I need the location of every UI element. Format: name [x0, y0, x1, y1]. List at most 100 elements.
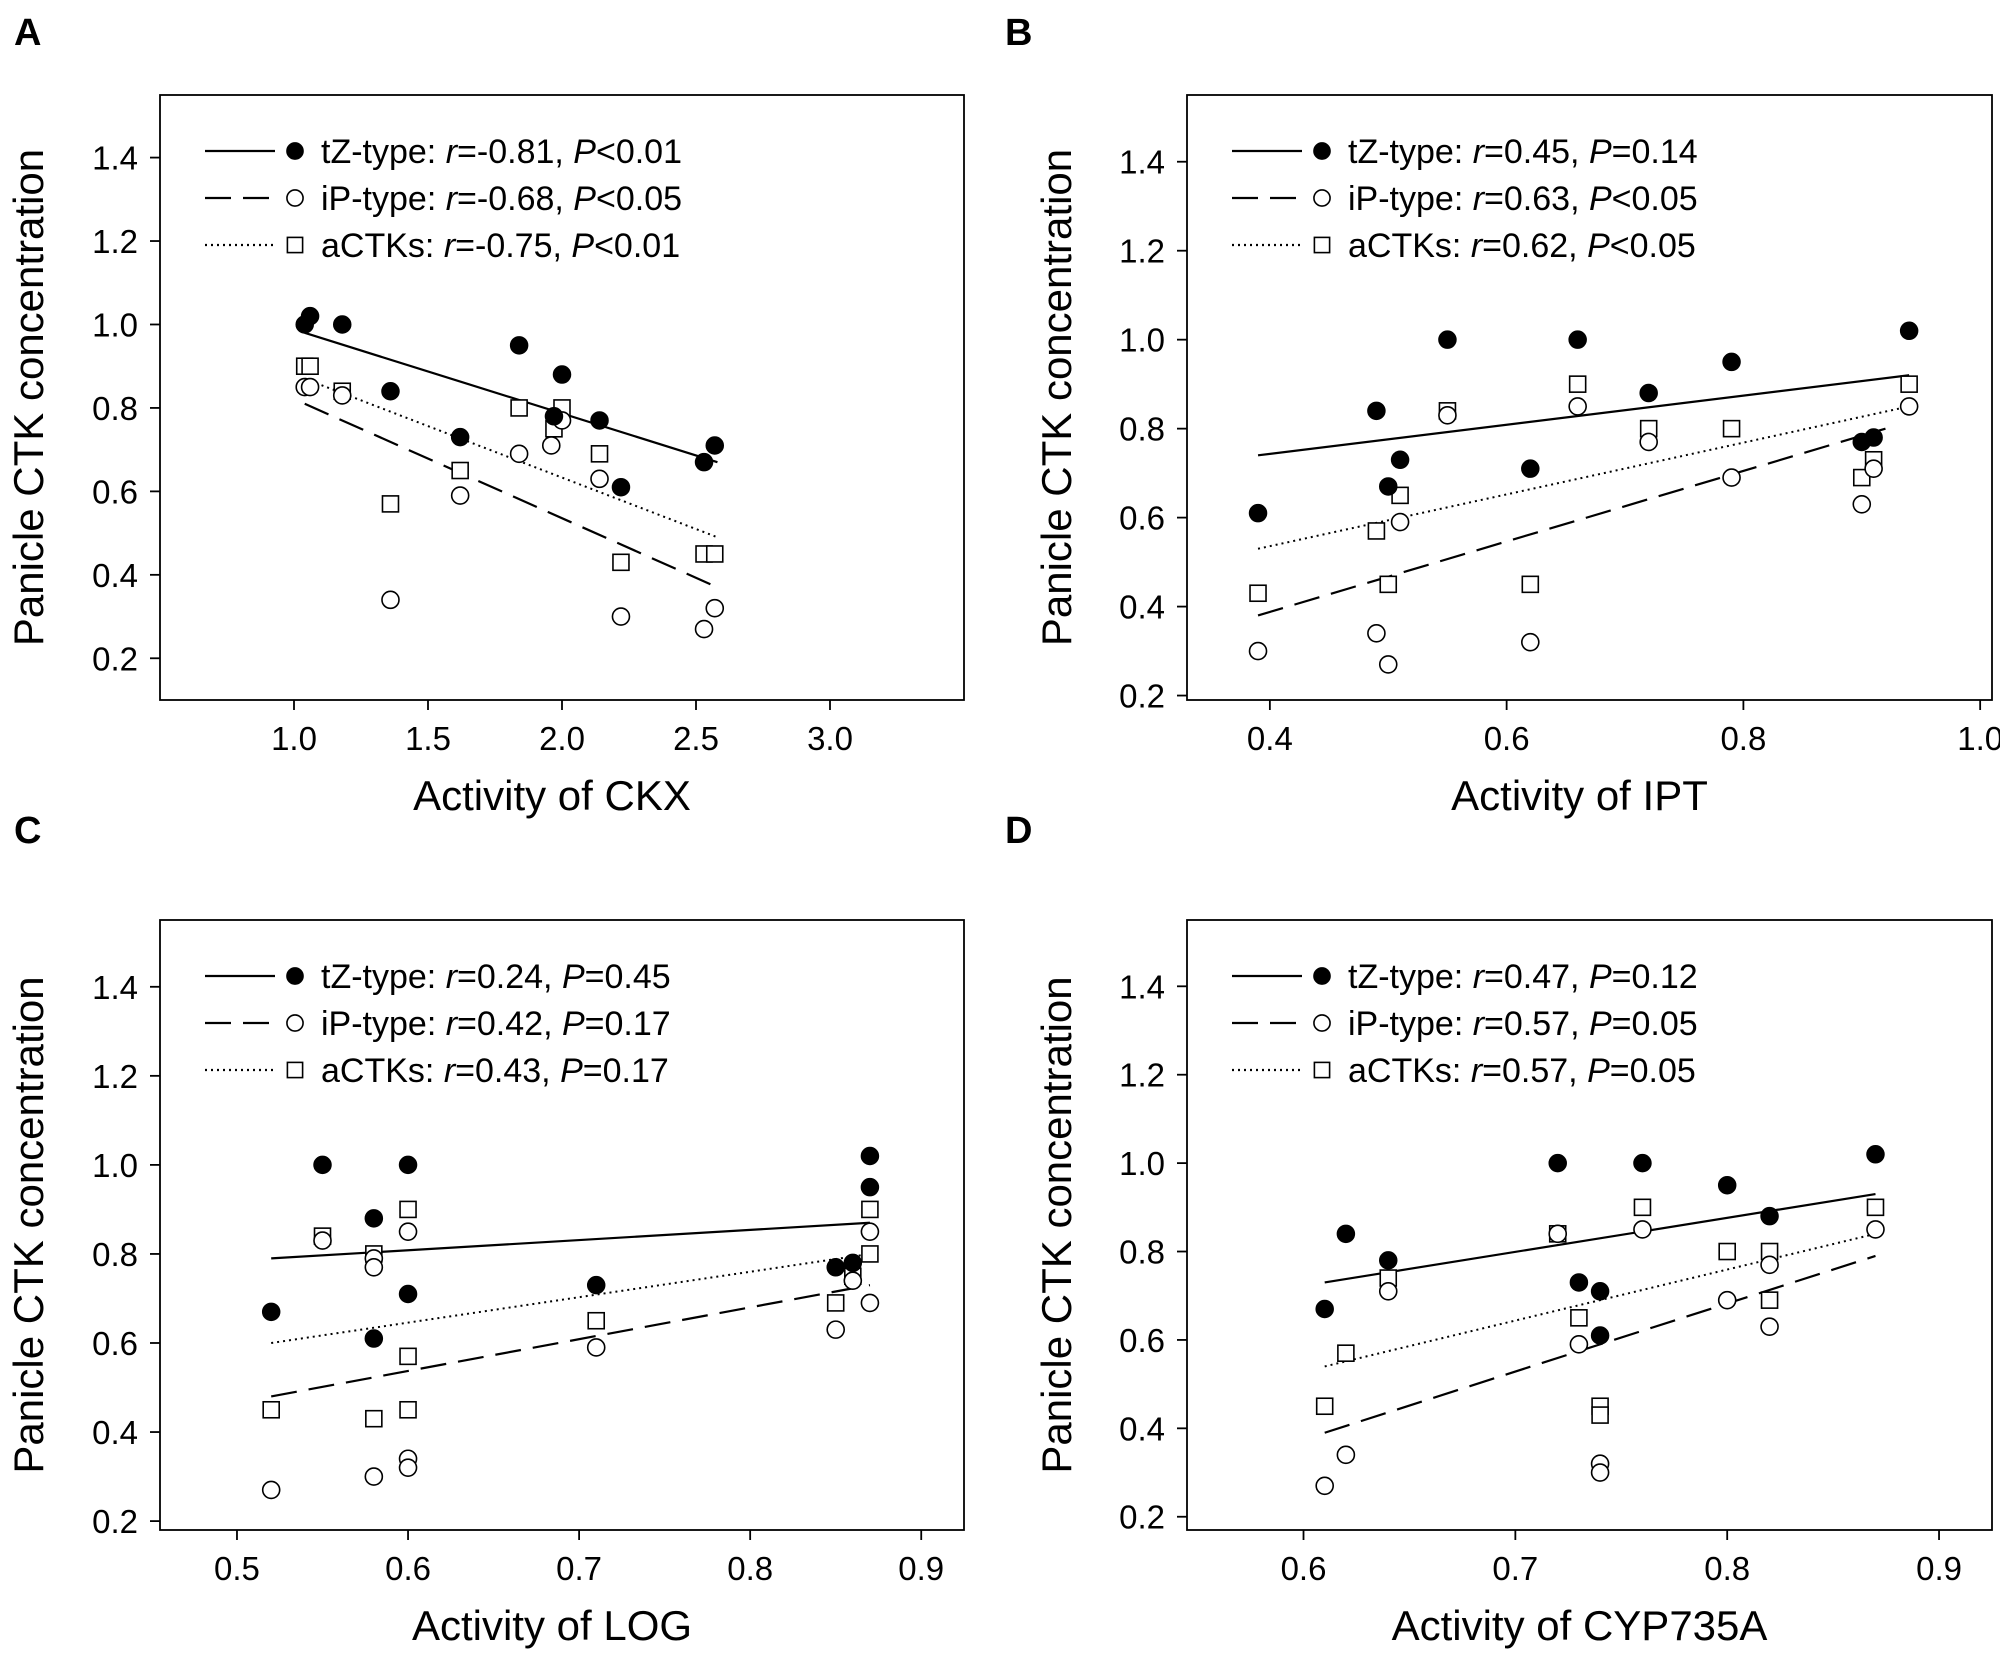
- point-tz-type: [590, 411, 609, 430]
- legend-text-part: =0.05: [1612, 1005, 1698, 1043]
- point-tz-type: [1866, 1145, 1885, 1164]
- point-tz-type: [826, 1258, 845, 1277]
- y-tick-label: 1.0: [1119, 322, 1165, 359]
- legend-marker: [286, 1061, 304, 1079]
- plot-frame: [1186, 919, 1993, 1531]
- point-ip-type: [586, 1338, 606, 1357]
- point-tz-type: [313, 1155, 332, 1175]
- legend-text-part: =-0.81,: [457, 133, 573, 171]
- point-tz-type: [1864, 428, 1883, 447]
- y-tick-label: 0.8: [1119, 411, 1165, 448]
- legend-text-part: =0.14: [1612, 133, 1698, 171]
- point-tz-type: [381, 381, 400, 401]
- legend-entry: aCTKs: r=0.62, P<0.05: [1348, 227, 1696, 265]
- point-tz-type: [1899, 321, 1919, 341]
- point-ip-type: [1717, 1290, 1737, 1310]
- point-actks: [399, 1400, 417, 1419]
- legend-text-part: =0.12: [1612, 958, 1698, 996]
- legend-stat-symbol: r: [446, 958, 459, 996]
- point-actks: [1367, 522, 1386, 540]
- legend-marker: [1313, 189, 1331, 207]
- point-tz-type: [1248, 503, 1268, 523]
- point-actks: [365, 1409, 383, 1428]
- legend-text-part: tZ-type:: [321, 133, 446, 171]
- point-actks: [1718, 1242, 1736, 1261]
- x-axis-label: Activity of CKX: [413, 772, 691, 819]
- legend-stat-symbol: P: [562, 1005, 585, 1043]
- point-tz-type: [1590, 1282, 1610, 1301]
- y-axis-label: Panicle CTK concentration: [1033, 976, 1080, 1473]
- y-tick-label: 0.4: [1119, 1410, 1165, 1447]
- legend-text-part: =-0.68,: [457, 180, 573, 218]
- point-ip-type: [1722, 468, 1741, 487]
- point-actks: [705, 545, 724, 563]
- plot-frame: [159, 919, 965, 1531]
- point-actks: [826, 1294, 845, 1312]
- legend-marker: [286, 189, 304, 207]
- point-ip-type: [1367, 623, 1386, 643]
- point-tz-type: [450, 427, 470, 447]
- point-ip-type: [843, 1271, 863, 1290]
- legend-text-part: =0.45: [585, 958, 671, 996]
- legend-text-part: =0.45,: [1484, 133, 1589, 171]
- point-ip-type: [398, 1222, 418, 1241]
- point-actks: [451, 461, 469, 480]
- point-tz-type: [1760, 1206, 1779, 1226]
- fit-line-ip-type: [270, 1284, 871, 1398]
- legend-text-part: <0.05: [596, 180, 682, 218]
- point-tz-type: [1390, 450, 1410, 470]
- legend-stat-symbol: P: [1589, 133, 1612, 171]
- point-tz-type: [1367, 401, 1386, 421]
- legend-marker: [286, 142, 304, 160]
- y-tick-label: 0.4: [92, 1414, 138, 1451]
- panel-c: C 0.2 0.4 0.6 0.8 1.0 1.2 1.4 0.5 0.6 0.7 0.8 0.9 Act…: [5, 810, 965, 1649]
- y-tick-label: 0.2: [92, 1503, 138, 1540]
- point-actks: [381, 495, 400, 513]
- legend-entry: aCTKs: r=-0.75, P<0.01: [321, 227, 680, 265]
- point-ip-type: [826, 1320, 846, 1339]
- point-ip-type: [1336, 1445, 1356, 1465]
- point-tz-type: [1379, 1251, 1398, 1270]
- legend-text-part: <0.01: [596, 133, 682, 171]
- legend-text-part: aCTKs:: [321, 1052, 444, 1090]
- legend-stat-symbol: r: [1473, 958, 1486, 996]
- point-actks: [1760, 1291, 1779, 1309]
- point-actks: [612, 553, 630, 572]
- legend-text-part: =0.17: [583, 1052, 669, 1090]
- x-tick-label: 0.9: [1916, 1550, 1962, 1587]
- y-tick-label: 1.0: [92, 1147, 138, 1184]
- point-actks: [1866, 1198, 1885, 1217]
- legend-stat-symbol: P: [571, 227, 594, 265]
- panel-letter: B: [1005, 12, 1032, 54]
- point-tz-type: [364, 1209, 384, 1228]
- fit-line-ip-type: [1257, 427, 1886, 617]
- legend-stat-symbol: r: [1473, 133, 1486, 171]
- point-tz-type: [332, 315, 352, 334]
- legend-entry: iP-type: r=0.57, P=0.05: [1348, 1005, 1698, 1043]
- legend-text-part: =0.24,: [457, 958, 562, 996]
- x-tick-label: 0.8: [727, 1550, 773, 1587]
- point-ip-type: [1633, 1220, 1652, 1239]
- y-axis-label: Panicle CTK concentration: [5, 976, 52, 1473]
- point-actks: [590, 445, 609, 463]
- legend-text-part: tZ-type:: [1348, 958, 1473, 996]
- point-ip-type: [1760, 1255, 1779, 1275]
- y-tick-label: 1.2: [92, 1058, 138, 1095]
- x-tick-label: 0.6: [385, 1550, 431, 1587]
- legend-marker: [286, 967, 304, 985]
- legend-stat-symbol: P: [1589, 1005, 1612, 1043]
- legend-text-part: iP-type:: [321, 1005, 446, 1043]
- legend-stat-symbol: r: [446, 180, 459, 218]
- x-axis-label: Activity of IPT: [1451, 772, 1708, 819]
- point-tz-type: [843, 1253, 863, 1273]
- y-tick-label: 0.6: [92, 1325, 138, 1362]
- legend-text-part: tZ-type:: [321, 958, 446, 996]
- point-tz-type: [694, 452, 714, 472]
- x-tick-label: 1.0: [271, 720, 317, 757]
- legend-stat-symbol: r: [1471, 227, 1484, 265]
- legend-marker: [1313, 967, 1331, 985]
- y-tick-label: 1.4: [1119, 144, 1165, 181]
- x-tick-label: 0.7: [1492, 1550, 1538, 1587]
- point-actks: [399, 1347, 417, 1366]
- point-ip-type: [860, 1293, 880, 1313]
